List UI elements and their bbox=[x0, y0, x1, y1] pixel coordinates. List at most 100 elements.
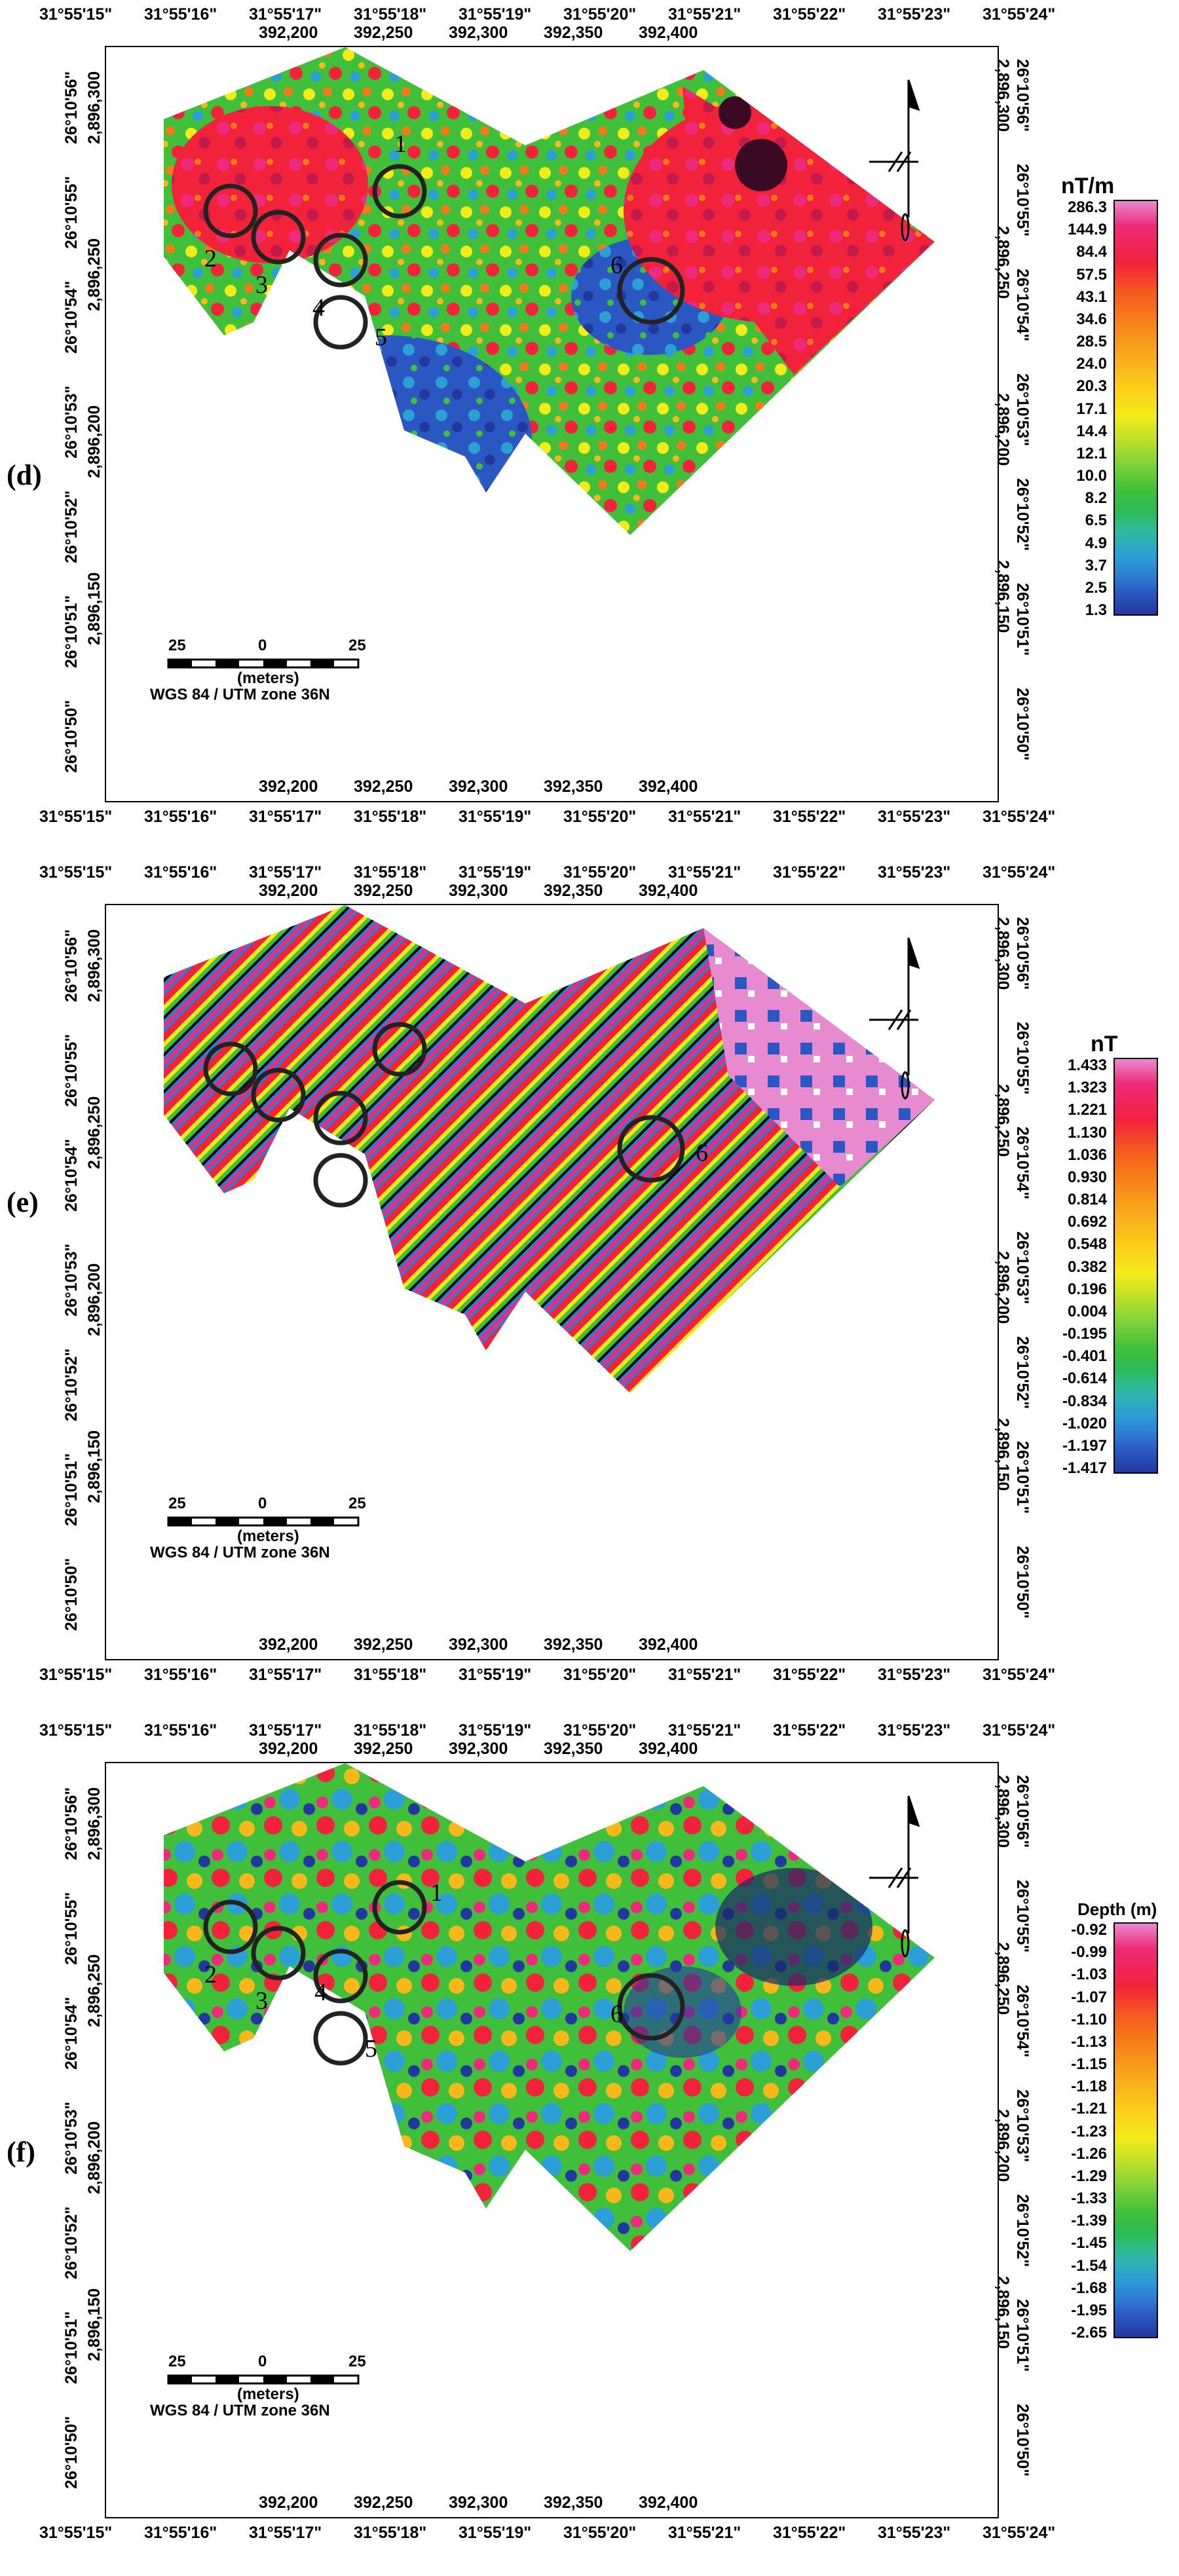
scale-tick: 0 bbox=[258, 2353, 267, 2370]
bottom-dms-tick: 31°55'15" bbox=[39, 808, 113, 826]
scale-tick: 25 bbox=[348, 637, 366, 654]
bottom-dms-tick: 31°55'17" bbox=[249, 2524, 322, 2542]
svg-text:1: 1 bbox=[430, 1879, 443, 1907]
left-dms-tick: 26°10'53" bbox=[62, 385, 81, 458]
colorbar-label: -0.401 bbox=[1062, 1347, 1107, 1366]
scale-tick: 25 bbox=[168, 637, 186, 654]
colorbar-label: 20.3 bbox=[1076, 377, 1107, 396]
top-dms-tick: 31°55'16" bbox=[144, 5, 217, 24]
bottom-dms-tick: 31°55'16" bbox=[144, 808, 217, 826]
colorbar-label: -1.10 bbox=[1071, 2010, 1107, 2028]
bottom-dms-tick: 31°55'23" bbox=[878, 1666, 951, 1684]
top-dms-tick: 31°55'24" bbox=[982, 1721, 1056, 1740]
top-dms-tick: 31°55'20" bbox=[563, 1721, 637, 1740]
left-dms-tick: 26°10'54" bbox=[62, 1996, 81, 2070]
northing-left-tick: 2,896,200 bbox=[85, 1263, 103, 1336]
scale-bar bbox=[167, 658, 360, 669]
bottom-dms-tick: 31°55'17" bbox=[249, 1666, 322, 1684]
colorbar-label: 3.7 bbox=[1085, 556, 1107, 574]
colorbar-label: 0.692 bbox=[1067, 1213, 1107, 1231]
northing-left-tick: 2,896,300 bbox=[85, 1787, 103, 1860]
colorbar-label: -1.21 bbox=[1071, 2100, 1107, 2118]
map-frame: 1 2 3 4 5 6 bbox=[105, 46, 999, 802]
colorbar-label: 4.9 bbox=[1085, 534, 1107, 552]
top-dms-tick: 31°55'20" bbox=[563, 863, 637, 882]
easting-top-tick: 392,200 bbox=[259, 24, 318, 42]
svg-text:4: 4 bbox=[312, 294, 325, 322]
colorbar-label: -1.33 bbox=[1071, 2190, 1107, 2207]
northing-right-tick: 2,896,250 bbox=[994, 1942, 1012, 2015]
easting-bottom-tick: 392,400 bbox=[639, 1635, 698, 1654]
top-dms-tick: 31°55'23" bbox=[878, 5, 951, 24]
easting-top-tick: 392,300 bbox=[449, 24, 508, 42]
colorbar-label: 12.1 bbox=[1076, 444, 1107, 462]
colorbar-label: -0.99 bbox=[1071, 1943, 1107, 1962]
easting-top-tick: 392,350 bbox=[544, 882, 603, 900]
colorbar-label: 34.6 bbox=[1076, 310, 1107, 328]
bottom-dms-tick: 31°55'16" bbox=[144, 1666, 217, 1684]
easting-top-tick: 392,400 bbox=[639, 1740, 698, 1758]
colorbar-label: -1.417 bbox=[1062, 1459, 1107, 1477]
left-dms-tick: 26°10'51" bbox=[62, 1453, 81, 1526]
top-dms-tick: 31°55'18" bbox=[354, 5, 427, 24]
top-dms-tick: 31°55'20" bbox=[563, 5, 637, 24]
easting-bottom-tick: 392,350 bbox=[544, 1635, 603, 1654]
colorbar-label: 24.0 bbox=[1076, 355, 1107, 373]
right-dms-tick: 26°10'56" bbox=[1013, 917, 1032, 990]
colorbar-label: -1.07 bbox=[1071, 1988, 1107, 2006]
northing-left-tick: 2,896,150 bbox=[85, 572, 103, 645]
panel-f: (f) bbox=[0, 1716, 1179, 2576]
left-dms-tick: 26°10'52" bbox=[62, 2206, 81, 2279]
colorbar-label: 0.930 bbox=[1067, 1168, 1107, 1186]
svg-text:4: 4 bbox=[314, 1979, 327, 2006]
colorbar-label: 1.323 bbox=[1067, 1079, 1107, 1097]
scale-crs: WGS 84 / UTM zone 36N bbox=[150, 686, 330, 703]
scale-bar bbox=[167, 2374, 360, 2385]
colorbar bbox=[1114, 1058, 1158, 1474]
top-dms-tick: 31°55'22" bbox=[773, 863, 846, 882]
easting-top-tick: 392,400 bbox=[639, 882, 698, 900]
depth-map-f: 1 2 3 4 5 6 bbox=[164, 1763, 935, 2385]
easting-bottom-tick: 392,300 bbox=[449, 2493, 508, 2512]
colorbar-label: -0.195 bbox=[1062, 1325, 1107, 1343]
colorbar-label: 0.004 bbox=[1067, 1302, 1107, 1320]
bottom-dms-tick: 31°55'22" bbox=[773, 2524, 846, 2542]
northing-right-tick: 2,896,150 bbox=[994, 2276, 1012, 2349]
colorbar-label: 28.5 bbox=[1076, 333, 1107, 350]
legend-unit: nT/m bbox=[1061, 174, 1115, 198]
colorbar-label: -1.15 bbox=[1071, 2055, 1107, 2073]
easting-top-tick: 392,250 bbox=[354, 1740, 413, 1758]
right-dms-tick: 26°10'56" bbox=[1013, 1775, 1032, 1848]
easting-top-tick: 392,200 bbox=[259, 882, 318, 900]
colorbar-label: 8.2 bbox=[1085, 489, 1107, 508]
svg-text:1: 1 bbox=[394, 130, 407, 158]
bottom-dms-tick: 31°55'15" bbox=[39, 2524, 113, 2542]
easting-bottom-tick: 392,200 bbox=[259, 2493, 318, 2512]
colorbar-label: 43.1 bbox=[1076, 288, 1107, 306]
bottom-dms-tick: 31°55'24" bbox=[982, 2524, 1056, 2542]
top-dms-tick: 31°55'21" bbox=[668, 863, 741, 882]
left-dms-tick: 26°10'50" bbox=[62, 1558, 81, 1631]
map-frame: 1 2 3 4 5 6 25 bbox=[105, 1762, 999, 2518]
left-dms-tick: 26°10'53" bbox=[62, 2101, 81, 2175]
left-dms-tick: 26°10'54" bbox=[62, 1138, 81, 1212]
northing-right-tick: 2,896,250 bbox=[994, 1084, 1012, 1157]
colorbar-label: 1.3 bbox=[1085, 601, 1107, 619]
top-dms-tick: 31°55'24" bbox=[982, 863, 1056, 882]
left-dms-tick: 26°10'52" bbox=[62, 1348, 81, 1421]
bottom-dms-tick: 31°55'23" bbox=[878, 808, 951, 826]
easting-top-tick: 392,350 bbox=[544, 24, 603, 42]
top-dms-tick: 31°55'18" bbox=[354, 1721, 427, 1740]
panel-d: (d) bbox=[0, 0, 1179, 858]
bottom-dms-tick: 31°55'20" bbox=[563, 2524, 637, 2542]
northing-right-tick: 2,896,150 bbox=[994, 560, 1012, 633]
colorbar bbox=[1114, 1922, 1158, 2338]
top-dms-tick: 31°55'18" bbox=[354, 863, 427, 882]
svg-text:2: 2 bbox=[204, 1961, 217, 1988]
bottom-dms-tick: 31°55'20" bbox=[563, 1666, 637, 1684]
easting-top-tick: 392,250 bbox=[354, 24, 413, 42]
north-arrow bbox=[869, 79, 920, 242]
bottom-dms-tick: 31°55'24" bbox=[982, 808, 1056, 826]
top-dms-tick: 31°55'23" bbox=[878, 1721, 951, 1740]
top-dms-tick: 31°55'17" bbox=[249, 1721, 322, 1740]
